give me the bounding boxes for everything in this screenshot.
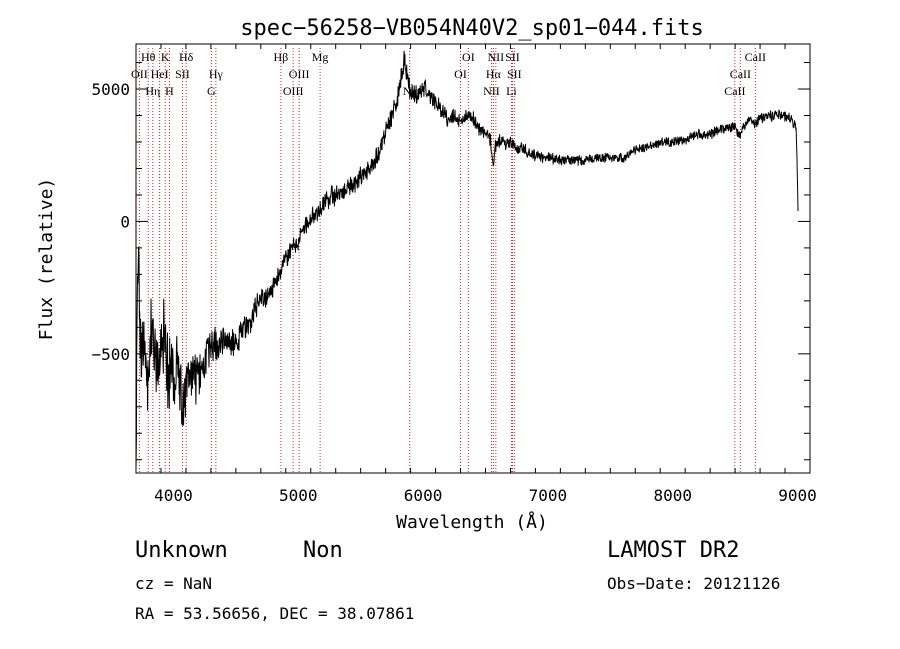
x-tick-label: 5000	[279, 486, 318, 505]
x-tick-label: 6000	[404, 486, 443, 505]
x-axis: 4000 5000 6000 7000 8000 9000	[135, 44, 817, 505]
line-label: OIII	[289, 67, 310, 81]
x-axis-label: Wavelength (Å)	[396, 511, 548, 533]
chart-title: spec−56258−VB054N40V2_sp01−044.fits	[240, 16, 704, 41]
line-label: CaII	[745, 50, 766, 64]
line-label: Hη	[145, 84, 160, 98]
line-markers	[138, 48, 756, 473]
y-tick-label: 0	[120, 212, 130, 231]
y-tick-label: 5000	[91, 80, 130, 99]
y-axis: 5000 0 −500	[91, 62, 810, 461]
line-label: OII	[131, 67, 148, 81]
line-label: SII	[507, 67, 522, 81]
line-label: Mg	[312, 50, 329, 64]
line-label: HeI	[151, 67, 169, 81]
line-label: OIII	[283, 84, 304, 98]
line-label: H	[165, 84, 174, 98]
line-label: CaII	[724, 84, 745, 98]
x-tick-label: 7000	[529, 486, 568, 505]
line-label: NII	[483, 84, 500, 98]
x-tick-label: 4000	[154, 486, 193, 505]
line-label: G	[207, 84, 216, 98]
obs-date: Obs−Date: 20121126	[607, 574, 781, 593]
x-tick-label: 8000	[653, 486, 692, 505]
plot-frame	[135, 43, 811, 474]
line-label: Hα	[486, 67, 502, 81]
redshift-readout: cz = NaN	[135, 574, 213, 593]
line-labels: HθOIIHηHeIKHSIIHδHγGHβOIIIOIIIMgNaOIOINI…	[131, 50, 766, 98]
line-label: SII	[505, 50, 520, 64]
survey-name: LAMOST DR2	[607, 538, 740, 563]
spectrum-series	[135, 50, 799, 469]
y-tick-label: −500	[91, 345, 130, 364]
coordinates: RA = 53.56656, DEC = 38.07861	[135, 604, 415, 623]
y-axis-label: Flux (relative)	[36, 178, 57, 341]
line-label: Hθ	[141, 50, 156, 64]
spectrum-line	[135, 50, 799, 469]
line-label: NII	[488, 50, 505, 64]
line-label: Hγ	[209, 67, 224, 81]
line-label: Hδ	[179, 50, 194, 64]
line-label: Hβ	[274, 50, 289, 64]
line-label: OI	[454, 67, 467, 81]
line-label: Li	[506, 84, 517, 98]
line-label: OI	[462, 50, 475, 64]
line-label: SII	[175, 67, 190, 81]
object-subclass: Non	[303, 538, 343, 563]
object-class: Unknown	[135, 538, 228, 563]
x-tick-label: 9000	[778, 486, 817, 505]
line-label: K	[161, 50, 170, 64]
line-label: CaII	[730, 67, 751, 81]
